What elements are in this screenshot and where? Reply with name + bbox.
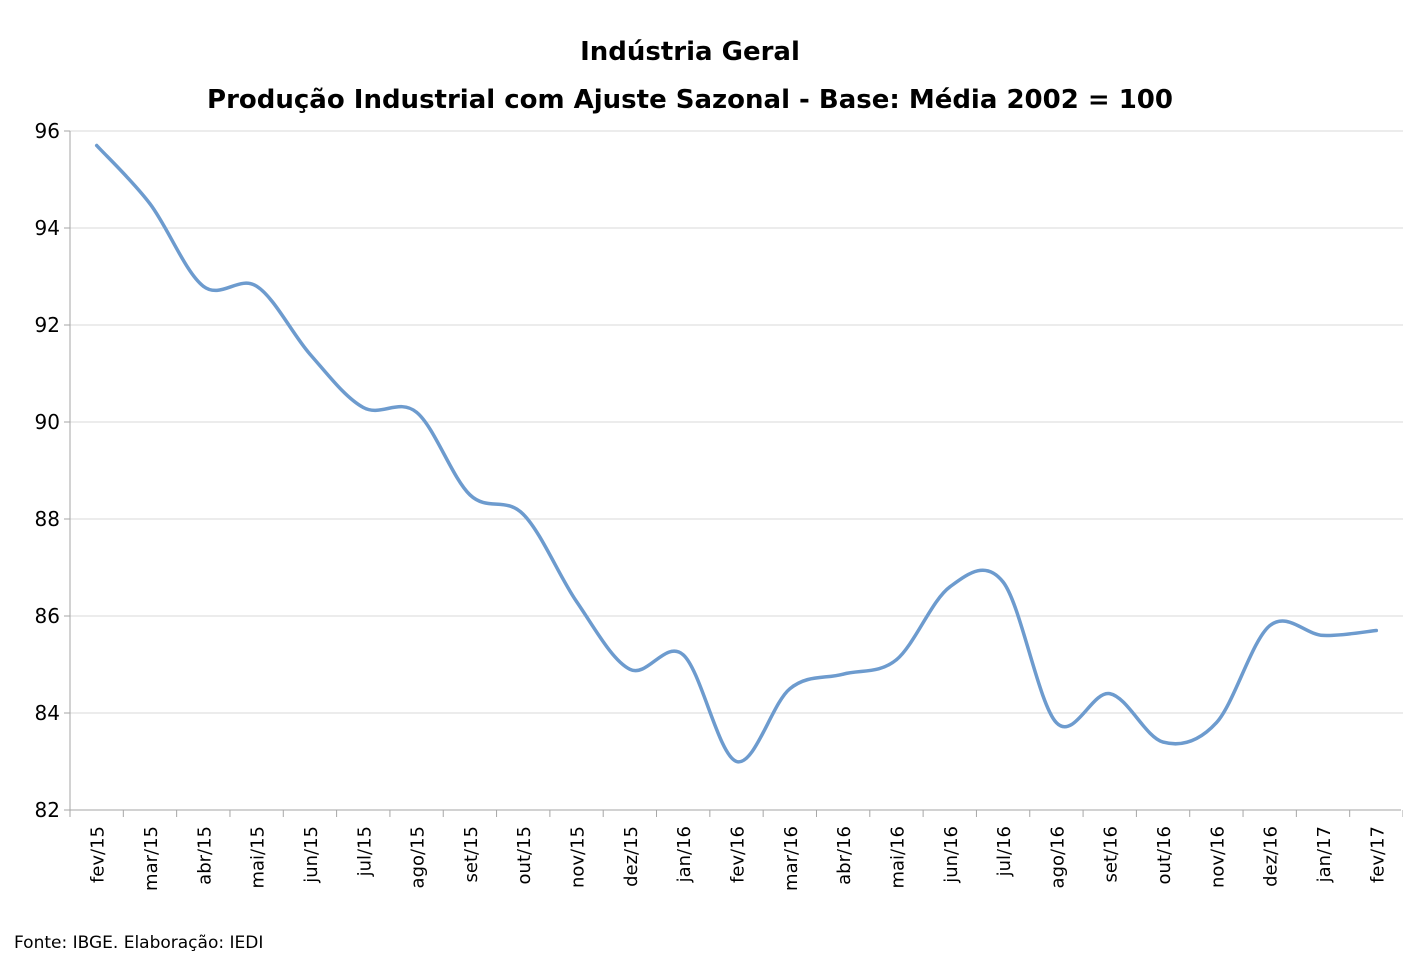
data-point [575, 599, 579, 603]
x-axis-ticks: fev/15 mar/15 abr/15 mai/15 jun/15 jul/15 ago/… [69, 810, 1403, 891]
x-tick-label: nov/15 [568, 826, 589, 888]
x-tick-label: jan/16 [674, 826, 695, 883]
y-tick-label: 86 [35, 604, 60, 628]
x-tick-label: abr/16 [834, 826, 855, 885]
x-tick-label: out/15 [514, 826, 535, 884]
y-tick-label: 82 [35, 798, 60, 822]
series-line [94, 143, 1379, 764]
data-point [841, 672, 845, 676]
x-tick-label: out/16 [1154, 826, 1175, 884]
data-point [415, 410, 419, 414]
data-point [308, 352, 312, 356]
x-tick-label: fev/16 [728, 826, 749, 883]
y-tick-label: 94 [35, 216, 60, 240]
x-tick-label: jul/15 [354, 826, 375, 877]
data-point [1268, 624, 1272, 628]
x-tick-label: mar/16 [781, 826, 802, 891]
x-tick-label: ago/16 [1047, 826, 1068, 888]
x-tick-label: fev/17 [1367, 826, 1388, 883]
x-tick-label: mai/15 [248, 826, 269, 889]
x-tick-label: jan/17 [1314, 826, 1335, 883]
data-point [255, 284, 259, 288]
data-point [628, 667, 632, 671]
y-tick-label: 88 [35, 507, 60, 531]
x-tick-label: nov/16 [1207, 826, 1228, 888]
data-point [1214, 721, 1218, 725]
data-point [468, 493, 472, 497]
x-tick-label: mar/15 [141, 826, 162, 891]
y-axis-ticks: 82 84 86 88 90 92 94 96 [35, 119, 70, 822]
data-point [1161, 740, 1165, 744]
y-tick-label: 92 [35, 313, 60, 337]
x-tick-label: ago/15 [408, 826, 429, 888]
data-point [361, 405, 365, 409]
x-tick-label: set/15 [461, 826, 482, 882]
x-tick-label: jun/16 [941, 826, 962, 884]
x-tick-label: jul/16 [994, 826, 1015, 877]
data-point [948, 585, 952, 589]
data-point [788, 687, 792, 691]
series-group [94, 143, 1379, 764]
axes [69, 131, 1401, 811]
x-tick-label: dez/16 [1261, 826, 1282, 887]
data-point [735, 760, 738, 763]
x-tick-label: dez/15 [621, 826, 642, 887]
gridlines [70, 130, 1403, 714]
data-point [1054, 721, 1058, 725]
data-point [95, 144, 99, 148]
y-tick-label: 96 [35, 119, 60, 143]
y-tick-label: 90 [35, 410, 60, 434]
data-point [521, 512, 525, 516]
x-tick-label: set/16 [1101, 826, 1122, 882]
chart-subtitle: Produção Industrial com Ajuste Sazonal -… [207, 85, 1173, 115]
data-point [681, 653, 685, 657]
chart-title: Indústria Geral [580, 37, 800, 67]
data-point [1321, 633, 1325, 637]
x-tick-label: mai/16 [887, 826, 908, 889]
x-tick-label: abr/15 [194, 826, 215, 885]
data-point [1374, 629, 1378, 633]
data-point [1108, 692, 1112, 696]
data-point [201, 284, 205, 288]
data-point [1001, 580, 1005, 584]
x-tick-label: jun/15 [301, 826, 322, 884]
data-point [894, 658, 898, 662]
source-note: Fonte: IBGE. Elaboração: IEDI [14, 933, 263, 953]
y-tick-label: 84 [35, 701, 60, 725]
data-point [148, 202, 152, 206]
x-tick-label: fev/15 [88, 826, 109, 883]
